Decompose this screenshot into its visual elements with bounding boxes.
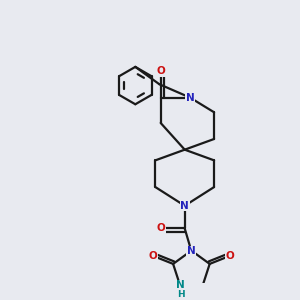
- Text: N: N: [187, 246, 196, 256]
- Text: H: H: [177, 290, 184, 299]
- Text: O: O: [149, 251, 158, 261]
- Text: O: O: [225, 251, 234, 261]
- Text: N: N: [180, 201, 189, 211]
- Text: N: N: [176, 280, 184, 290]
- Text: O: O: [156, 66, 165, 76]
- Text: O: O: [156, 224, 165, 233]
- Text: N: N: [186, 93, 194, 103]
